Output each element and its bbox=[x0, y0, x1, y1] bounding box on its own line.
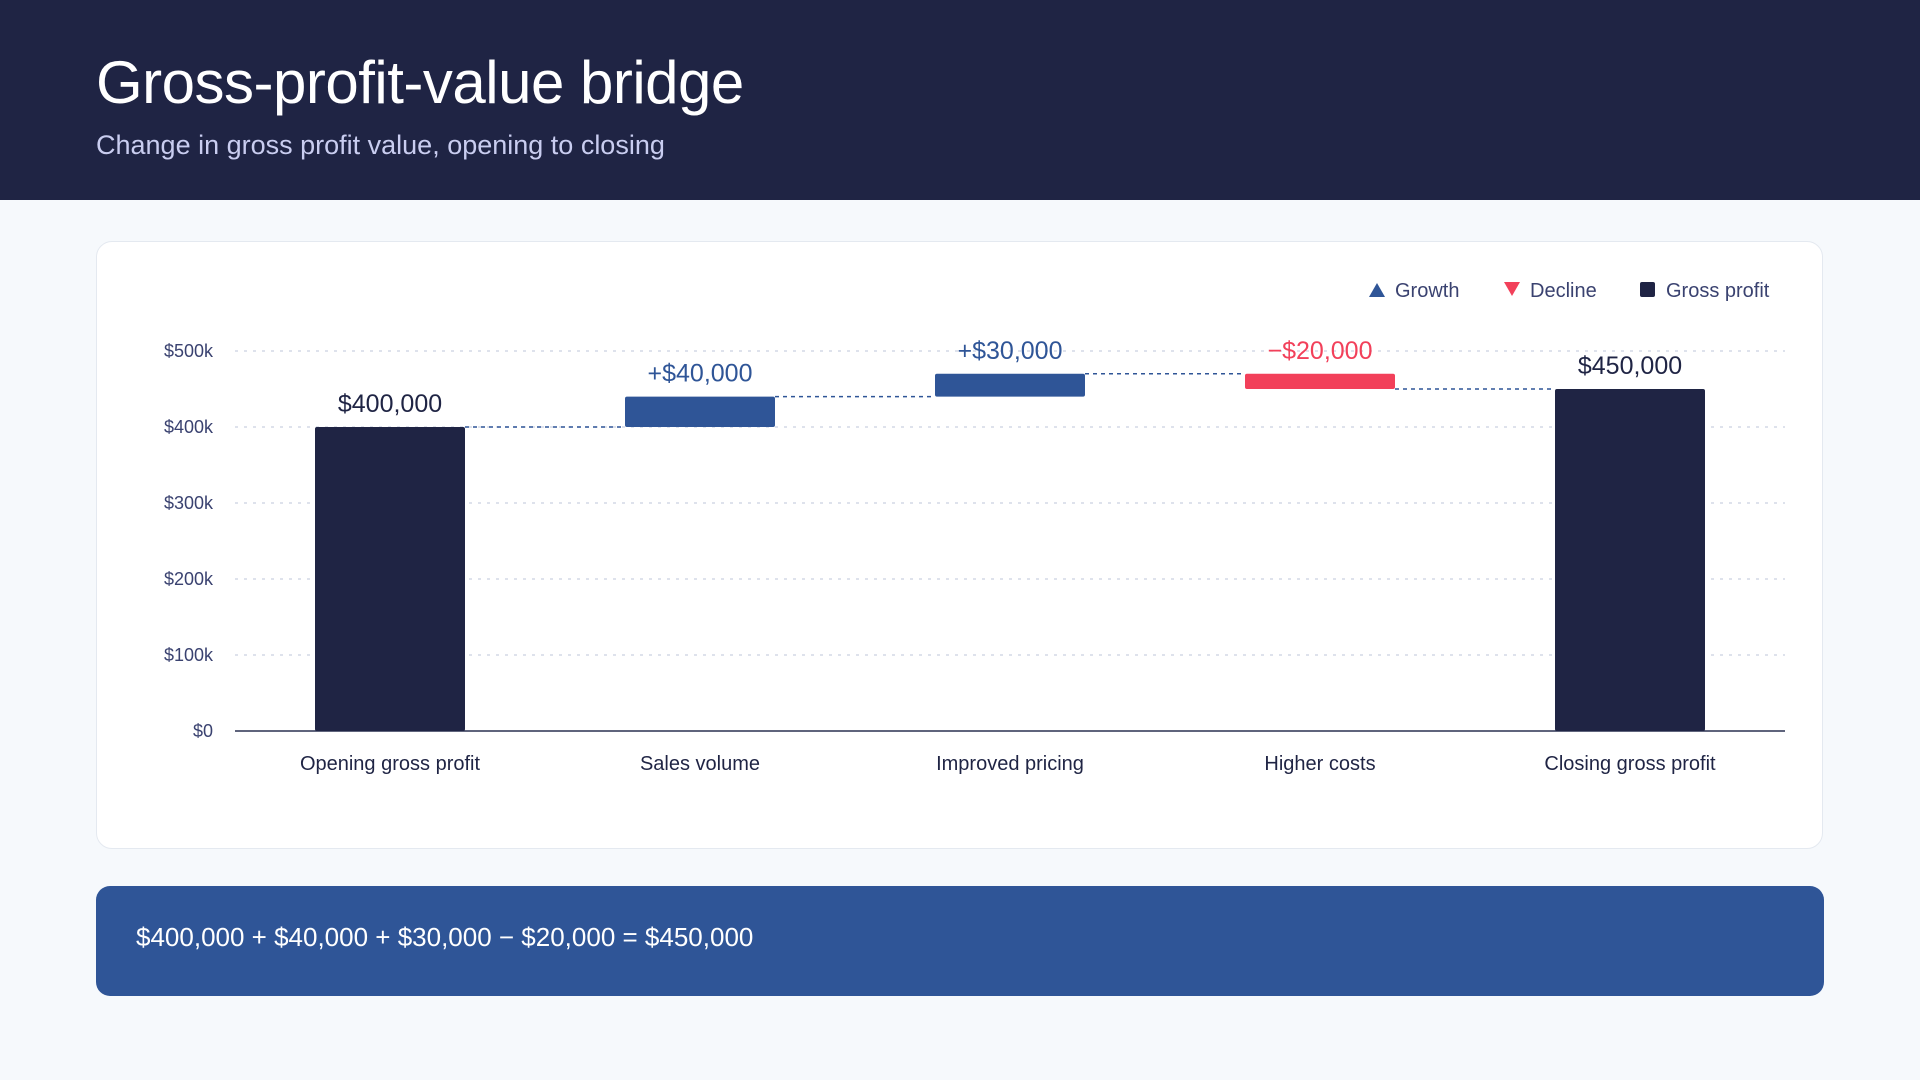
y-tick-label: $500k bbox=[164, 341, 214, 361]
x-tick-label: Improved pricing bbox=[936, 753, 1084, 775]
x-tick-label: Higher costs bbox=[1264, 753, 1375, 775]
data-label: −$20,000 bbox=[1268, 337, 1373, 365]
legend-label: Growth bbox=[1395, 280, 1459, 302]
y-tick-label: $200k bbox=[164, 569, 214, 589]
data-label: +$30,000 bbox=[958, 337, 1063, 365]
x-tick-label: Opening gross profit bbox=[300, 753, 481, 775]
waterfall-chart: $0 $100k $200k $300k $400k $500k $400,000 Openi… bbox=[164, 280, 1785, 775]
bar-total bbox=[315, 427, 465, 731]
bar-growth bbox=[935, 373, 1085, 397]
equation-banner: $400,000 + $40,000 + $30,000 − $20,000 =… bbox=[96, 886, 1824, 996]
equation-text: $400,000 + $40,000 + $30,000 − $20,000 =… bbox=[136, 922, 754, 952]
data-label: $400,000 bbox=[338, 390, 442, 418]
legend-label: Decline bbox=[1530, 280, 1597, 302]
triangle-down-icon bbox=[1504, 282, 1520, 296]
x-tick-label: Closing gross profit bbox=[1544, 753, 1716, 775]
bar-total bbox=[1555, 389, 1705, 731]
page-subtitle: Change in gross profit value, opening to… bbox=[96, 130, 665, 160]
triangle-up-icon bbox=[1369, 283, 1385, 297]
chart-card: $0 $100k $200k $300k $400k $500k $400,000 Openi… bbox=[96, 241, 1823, 849]
data-label: $450,000 bbox=[1578, 352, 1682, 380]
legend-label: Gross profit bbox=[1666, 280, 1770, 302]
y-tick-label: $300k bbox=[164, 493, 214, 513]
bar-growth bbox=[625, 396, 775, 427]
x-tick-label: Sales volume bbox=[640, 753, 760, 775]
y-tick-label: $100k bbox=[164, 645, 214, 665]
square-icon bbox=[1640, 282, 1655, 297]
header: Gross-profit-value bridge Change in gros… bbox=[0, 0, 1920, 200]
bar-decline bbox=[1245, 373, 1395, 389]
data-label: +$40,000 bbox=[648, 360, 753, 388]
y-tick-label: $400k bbox=[164, 417, 214, 437]
page-title: Gross-profit-value bridge bbox=[96, 49, 744, 116]
y-tick-label: $0 bbox=[193, 721, 213, 741]
